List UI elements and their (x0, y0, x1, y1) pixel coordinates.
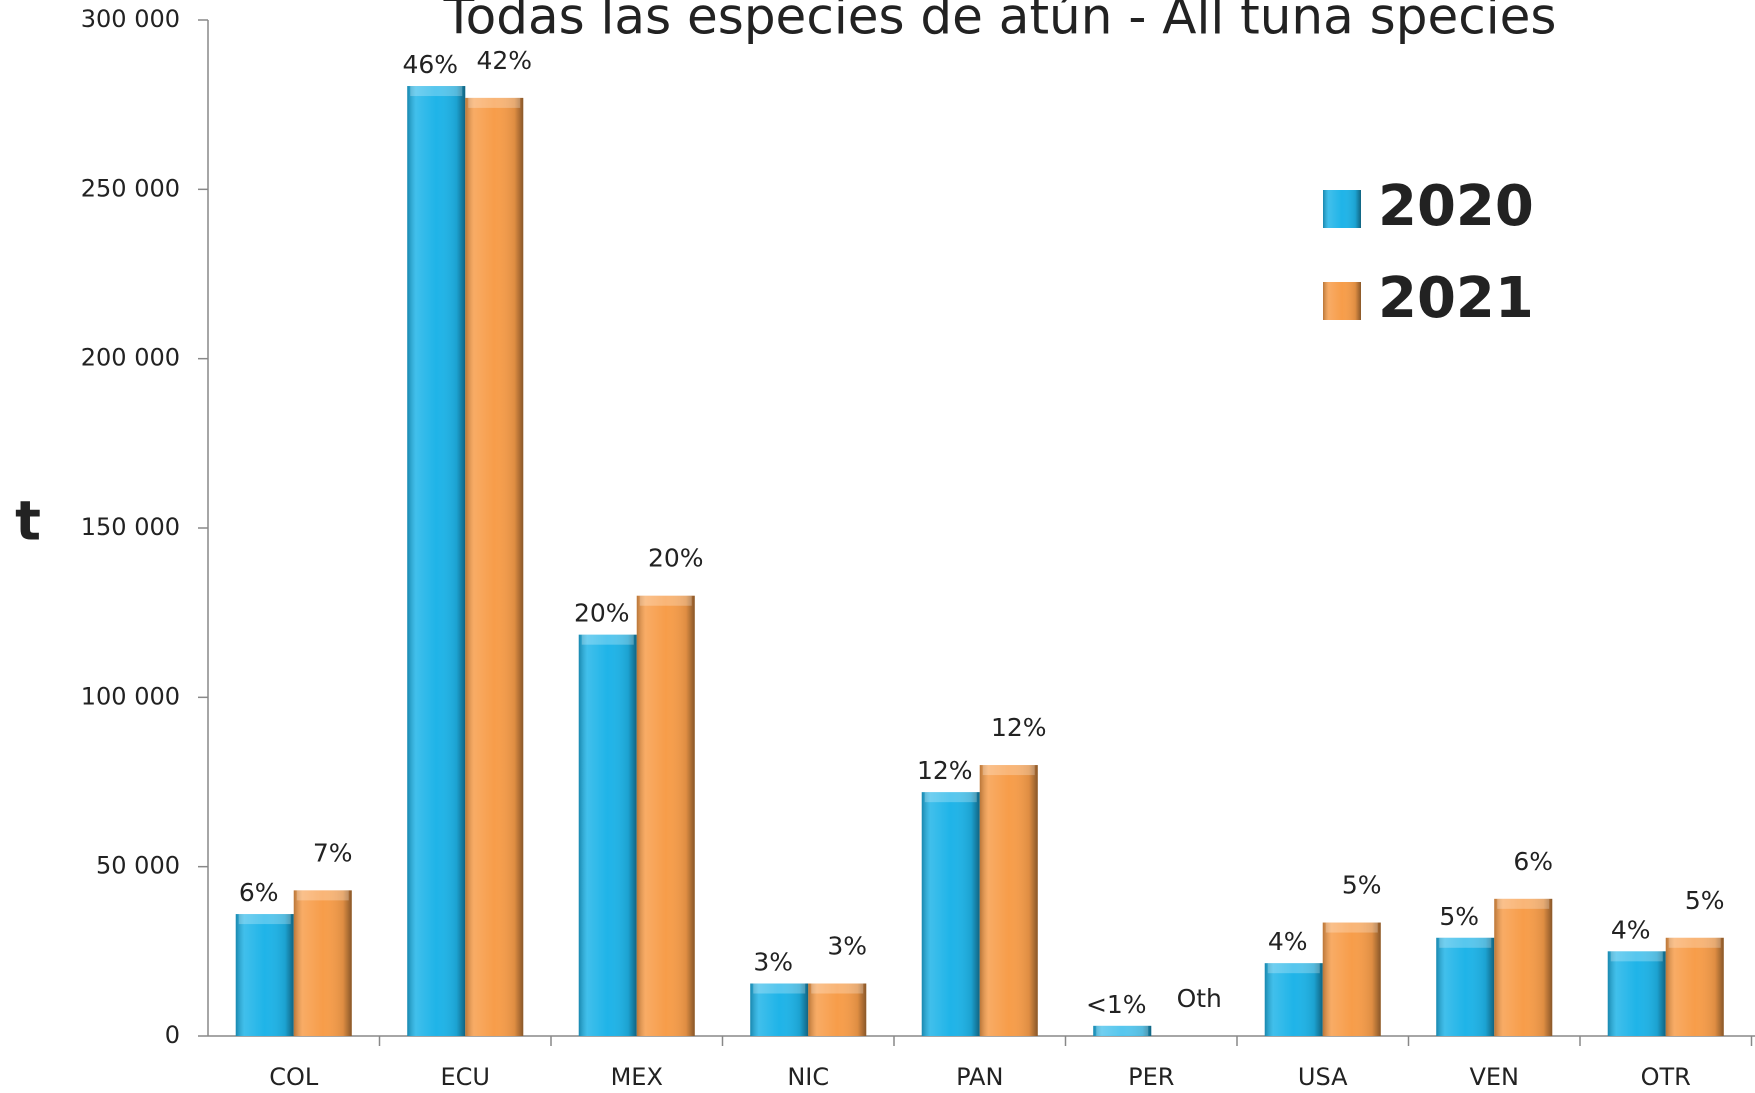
bar-cap (1267, 963, 1320, 974)
bar-cap (924, 792, 977, 803)
data-label: 3% (753, 948, 793, 977)
bar-shade (578, 634, 637, 1036)
bar-shade (1093, 1025, 1152, 1036)
bar-shade (1607, 951, 1666, 1036)
y-tick-label: 0 (165, 1021, 180, 1049)
bar-shade (1322, 922, 1381, 1036)
data-label: 12% (917, 756, 973, 785)
bar-cap (811, 983, 864, 994)
bar-shade (465, 97, 524, 1037)
data-label: 42% (476, 46, 532, 75)
bar-shade (293, 890, 352, 1036)
x-tick-label: USA (1298, 1063, 1348, 1091)
data-label: 6% (1513, 847, 1553, 876)
data-label: 6% (239, 878, 279, 907)
bar-shade (808, 983, 867, 1036)
bar-cap (581, 634, 634, 645)
data-label: 4% (1268, 927, 1308, 956)
data-label: 20% (574, 599, 630, 628)
bar-cap (1610, 951, 1663, 962)
bar-shade (235, 914, 294, 1036)
bar-cap (410, 86, 463, 97)
annotation: Oth (1177, 984, 1222, 1013)
data-label: 4% (1611, 915, 1651, 944)
data-label: 5% (1685, 886, 1725, 915)
data-label: 5% (1439, 902, 1479, 931)
x-tick-label: OTR (1641, 1063, 1691, 1091)
data-label: 46% (402, 50, 458, 79)
bar-shade (407, 86, 466, 1037)
bar-cap (468, 97, 521, 108)
bar-cap (296, 890, 349, 901)
bar-shade (750, 983, 809, 1036)
bar-shade (1436, 937, 1495, 1036)
bar-cap (238, 914, 291, 925)
y-tick-label: 150 000 (81, 513, 180, 541)
bar-cap (753, 983, 806, 994)
legend-label: 2020 (1378, 174, 1534, 239)
bar-shade (1264, 963, 1323, 1036)
bar-cap (1497, 898, 1550, 909)
bar-cap (982, 765, 1035, 776)
bar-shade (921, 792, 980, 1036)
legend-swatch-shade (1323, 282, 1361, 320)
y-tick-label: 250 000 (81, 174, 180, 202)
y-tick-label: 50 000 (96, 852, 180, 880)
y-axis-label: t (15, 490, 41, 553)
chart-title: Todas las especies de atún - All tuna sp… (443, 0, 1557, 46)
x-tick-label: PAN (956, 1063, 1003, 1091)
bar-cap (1096, 1025, 1149, 1036)
data-label: 7% (313, 838, 353, 867)
bar-shade (636, 595, 695, 1036)
bar-cap (639, 595, 692, 606)
bar-shade (979, 765, 1038, 1036)
x-tick-label: PER (1128, 1063, 1174, 1091)
data-label: 3% (827, 932, 867, 961)
data-label: <1% (1086, 990, 1147, 1019)
y-tick-label: 200 000 (81, 344, 180, 372)
data-label: 20% (648, 544, 704, 573)
data-label: 12% (991, 713, 1047, 742)
bar-shade (1665, 937, 1724, 1036)
x-tick-label: VEN (1469, 1063, 1519, 1091)
x-tick-label: MEX (611, 1063, 663, 1091)
x-tick-label: NIC (787, 1063, 829, 1091)
y-tick-label: 300 000 (81, 5, 180, 33)
bar-cap (1325, 922, 1378, 933)
data-label: 5% (1342, 871, 1382, 900)
bar-shade (1494, 898, 1553, 1036)
bar-cap (1668, 937, 1721, 948)
x-tick-label: COL (269, 1063, 319, 1091)
bar-cap (1439, 937, 1492, 948)
y-tick-label: 100 000 (81, 682, 180, 710)
legend-label: 2021 (1378, 266, 1534, 331)
x-tick-label: ECU (441, 1063, 491, 1091)
legend-swatch-shade (1323, 190, 1361, 228)
